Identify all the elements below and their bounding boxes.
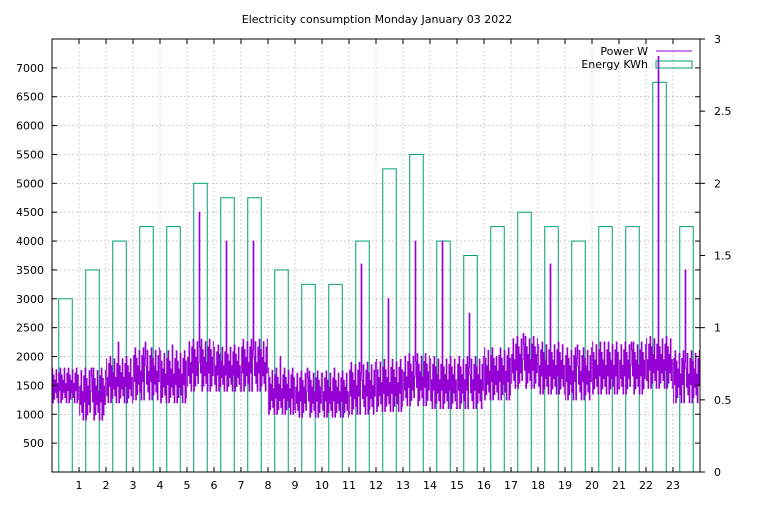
- power-segment: [106, 341, 133, 404]
- x-tick-label: 3: [130, 479, 137, 492]
- energy-box: [166, 226, 181, 473]
- y2-tick-label: 2: [714, 177, 721, 190]
- power-segment: [52, 367, 79, 404]
- y2-tick-label: 0: [714, 466, 721, 479]
- energy-box: [679, 226, 694, 473]
- x-tick-label: 10: [315, 479, 329, 492]
- y-tick-label: 3000: [16, 293, 44, 306]
- power-segment: [511, 332, 538, 389]
- y-tick-label: 5500: [16, 148, 44, 161]
- x-tick-label: 5: [184, 479, 191, 492]
- axes: 500 1000 1500 2000 2500 3000 3500 4000 4500 5000 5…: [16, 33, 732, 492]
- power-segment: [295, 367, 322, 418]
- y2-tick-label: 0.5: [714, 394, 732, 407]
- y-tick-label: 1000: [16, 408, 44, 421]
- legend-label-energy: Energy KWh: [581, 58, 648, 71]
- y-tick-label: 2500: [16, 322, 44, 335]
- x-tick-label: 6: [211, 479, 218, 492]
- y-tick-label: 6500: [16, 91, 44, 104]
- y-tick-label: 1500: [16, 379, 44, 392]
- y-tick-label: 4500: [16, 206, 44, 219]
- power-segment: [646, 55, 673, 389]
- power-segment: [133, 341, 160, 401]
- energy-box: [355, 240, 370, 473]
- energy-series: [58, 81, 694, 473]
- power-segment: [484, 347, 511, 401]
- x-tick-label: 14: [423, 479, 437, 492]
- power-segment: [457, 312, 484, 409]
- power-segment: [592, 341, 619, 395]
- y2-tick-label: 1.5: [714, 250, 732, 263]
- chart-title: Electricity consumption Monday January 0…: [242, 13, 512, 26]
- power-segment: [241, 240, 268, 392]
- y-tick-label: 2000: [16, 351, 44, 364]
- power-segment: [376, 298, 403, 412]
- energy-box: [247, 197, 262, 473]
- x-tick-label: 16: [477, 479, 491, 492]
- x-tick-label: 19: [558, 479, 572, 492]
- x-tick-label: 7: [238, 479, 245, 492]
- power-segment: [403, 240, 430, 407]
- grid-layer: [52, 39, 700, 472]
- power-segment: [187, 211, 214, 392]
- power-segment: [565, 344, 592, 401]
- y2-tick-label: 3: [714, 33, 721, 46]
- power-segment: [79, 367, 106, 421]
- x-tick-label: 17: [504, 479, 518, 492]
- energy-box: [382, 168, 397, 473]
- x-tick-label: 12: [369, 479, 383, 492]
- y-tick-label: 7000: [16, 62, 44, 75]
- y-tick-label: 6000: [16, 120, 44, 133]
- power-segment: [322, 367, 349, 418]
- x-tick-label: 18: [531, 479, 545, 492]
- energy-box: [652, 81, 667, 473]
- energy-box: [409, 153, 424, 473]
- power-segment: [214, 240, 241, 392]
- x-tick-label: 13: [396, 479, 410, 492]
- x-tick-label: 21: [612, 479, 626, 492]
- power-segment: [619, 341, 646, 395]
- x-tick-label: 4: [157, 479, 164, 492]
- power-segment: [349, 263, 376, 415]
- x-tick-label: 2: [103, 479, 110, 492]
- power-segment: [673, 269, 700, 404]
- power-segment: [430, 240, 457, 409]
- x-tick-label: 15: [450, 479, 464, 492]
- x-tick-label: 23: [666, 479, 680, 492]
- y-tick-label: 4000: [16, 235, 44, 248]
- x-tick-label: 9: [292, 479, 299, 492]
- x-tick-label: 11: [342, 479, 356, 492]
- y2-tick-label: 2.5: [714, 105, 732, 118]
- power-series: [52, 55, 700, 421]
- power-segment: [160, 344, 187, 404]
- legend-swatch-energy: [655, 60, 693, 69]
- legend-label-power: Power W: [600, 45, 648, 58]
- energy-box: [220, 197, 235, 473]
- y-tick-label: 5000: [16, 177, 44, 190]
- y2-tick-label: 1: [714, 322, 721, 335]
- power-segment: [538, 263, 565, 395]
- legend: Power W Energy KWh: [581, 45, 693, 71]
- power-segment: [268, 356, 295, 415]
- x-tick-label: 8: [265, 479, 272, 492]
- y-tick-label: 3500: [16, 264, 44, 277]
- x-tick-label: 22: [639, 479, 653, 492]
- y-tick-label: 500: [23, 437, 44, 450]
- x-tick-label: 20: [585, 479, 599, 492]
- x-tick-label: 1: [76, 479, 83, 492]
